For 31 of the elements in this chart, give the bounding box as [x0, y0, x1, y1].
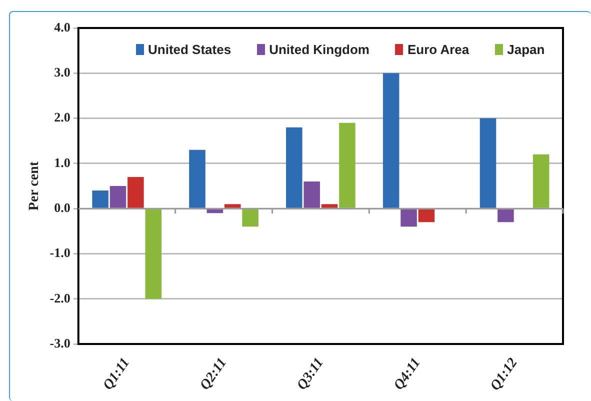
bar	[145, 209, 162, 299]
bar	[321, 204, 338, 208]
bar	[224, 204, 241, 208]
bar	[128, 177, 144, 208]
y-tick-label: 1.0	[54, 154, 70, 170]
legend-label: Euro Area	[407, 42, 470, 57]
bar	[339, 122, 356, 208]
bar	[189, 150, 206, 208]
legend-label: United Kingdom	[269, 42, 370, 57]
y-axis-title: Per cent	[27, 161, 42, 211]
y-tick-label: 4.0	[54, 19, 70, 34]
y-tick-label: 2.0	[54, 110, 70, 125]
legend-label: Japan	[507, 42, 545, 57]
bar	[400, 209, 417, 227]
bar	[418, 209, 435, 222]
y-tick-label: -3.0	[50, 335, 70, 350]
bar	[92, 190, 108, 208]
bar	[110, 186, 126, 208]
legend-label: United States	[148, 42, 232, 57]
bar	[498, 209, 514, 222]
bar	[304, 182, 320, 208]
bar	[382, 73, 400, 208]
bar	[242, 209, 258, 227]
y-tick-label: -2.0	[50, 290, 70, 306]
bar	[480, 118, 496, 208]
bar	[532, 154, 550, 208]
y-tick-label: 0.0	[54, 200, 70, 215]
bar	[206, 209, 224, 214]
y-tick-label: 3.0	[54, 64, 70, 80]
bar	[286, 127, 302, 208]
y-tick-label: -1.0	[50, 245, 70, 260]
